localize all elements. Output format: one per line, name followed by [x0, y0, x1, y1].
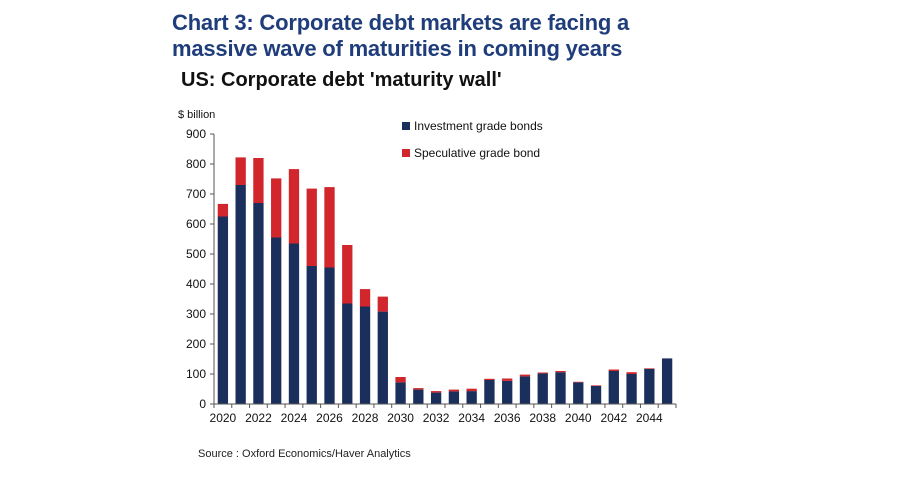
x-tick-label: 2032: [423, 411, 450, 425]
x-tick-label: 2036: [494, 411, 521, 425]
bar-investment-grade-2045: [661, 358, 673, 404]
x-tick-label: 2024: [281, 411, 308, 425]
bar-investment-grade-2022: [253, 203, 264, 404]
bar-investment-grade-2029: [377, 311, 388, 404]
x-tick-label: 2022: [245, 411, 272, 425]
bar-investment-grade-2023: [271, 237, 282, 404]
bar-speculative-grade-2023: [271, 178, 282, 238]
bar-investment-grade-2028: [359, 306, 371, 404]
y-tick-label: 500: [186, 247, 206, 261]
bar-investment-grade-2035: [484, 380, 495, 404]
bar-investment-grade-2031: [413, 389, 424, 404]
bar-investment-grade-2039: [555, 372, 566, 404]
y-axis-label: $ billion: [178, 109, 215, 121]
bar-investment-grade-2020: [217, 216, 229, 404]
bar-speculative-grade-2036: [502, 378, 513, 381]
bar-speculative-grade-2021: [235, 157, 246, 185]
bar-investment-grade-2021: [235, 185, 246, 404]
legend-label-speculative: Speculative grade bond: [414, 146, 540, 160]
bar-investment-grade-2044: [644, 368, 655, 404]
bar-speculative-grade-2029: [377, 296, 388, 312]
bar-investment-grade-2042: [608, 371, 619, 404]
bar-investment-grade-2041: [590, 386, 602, 404]
legend-label-investment: Investment grade bonds: [414, 119, 543, 133]
bar-speculative-grade-2042: [608, 369, 619, 371]
bar-speculative-grade-2040: [573, 381, 584, 383]
y-axis-ticks: 0 100 200 300 400 500 600 700 800 900: [186, 127, 214, 411]
bar-speculative-grade-2032: [430, 391, 442, 393]
bar-speculative-grade-2033: [448, 389, 460, 392]
y-tick-label: 900: [186, 127, 206, 141]
chart-title-line-1: Chart 3: Corporate debt markets are faci…: [172, 10, 630, 35]
bar-speculative-grade-2025: [306, 188, 317, 266]
x-tick-label: 2042: [600, 411, 627, 425]
y-tick-label: 100: [186, 367, 206, 381]
legend-swatch-investment: [402, 122, 410, 130]
legend: Investment grade bonds Speculative grade…: [402, 119, 543, 160]
chart-title-line-2: massive wave of maturities in coming yea…: [172, 36, 623, 61]
bar-investment-grade-2027: [342, 303, 353, 404]
bar-investment-grade-2043: [626, 374, 637, 404]
x-tick-label: 2026: [316, 411, 343, 425]
bar-speculative-grade-2038: [537, 372, 548, 374]
bar-investment-grade-2038: [537, 373, 548, 404]
x-axis-ticks: 2020 2022 2024 2026 2028 2030 2032 2034 2036 2038…: [210, 404, 677, 425]
bar-speculative-grade-2044: [644, 368, 655, 369]
x-tick-label: 2044: [636, 411, 663, 425]
bar-speculative-grade-2037: [519, 374, 531, 377]
bar-investment-grade-2037: [519, 376, 531, 404]
y-tick-label: 300: [186, 307, 206, 321]
y-tick-label: 600: [186, 217, 206, 231]
x-tick-label: 2020: [210, 411, 237, 425]
y-tick-label: 400: [186, 277, 206, 291]
x-tick-label: 2038: [529, 411, 556, 425]
bar-speculative-grade-2026: [324, 187, 335, 268]
x-tick-label: 2030: [387, 411, 414, 425]
bar-investment-grade-2026: [324, 267, 335, 404]
bar-speculative-grade-2024: [288, 169, 300, 244]
bar-speculative-grade-2028: [359, 289, 371, 307]
bar-investment-grade-2030: [395, 382, 406, 404]
bar-investment-grade-2034: [466, 391, 477, 404]
x-tick-label: 2028: [352, 411, 379, 425]
bar-investment-grade-2040: [573, 382, 584, 404]
bar-investment-grade-2033: [448, 391, 460, 404]
y-tick-label: 800: [186, 157, 206, 171]
source-note: Source : Oxford Economics/Haver Analytic…: [198, 448, 411, 460]
bar-speculative-grade-2041: [590, 385, 602, 386]
bar-investment-grade-2036: [502, 380, 513, 404]
bar-speculative-grade-2022: [253, 158, 264, 203]
x-tick-label: 2034: [458, 411, 485, 425]
legend-swatch-speculative: [402, 149, 410, 157]
bar-investment-grade-2032: [430, 392, 442, 404]
bar-investment-grade-2025: [306, 266, 317, 404]
y-tick-label: 700: [186, 187, 206, 201]
y-tick-label: 0: [199, 397, 206, 411]
chart-title: Chart 3: Corporate debt markets are faci…: [172, 10, 732, 62]
bar-speculative-grade-2035: [484, 378, 495, 380]
bar-investment-grade-2024: [288, 243, 300, 404]
bar-speculative-grade-2030: [395, 377, 406, 383]
bar-speculative-grade-2043: [626, 372, 637, 374]
bar-speculative-grade-2039: [555, 371, 566, 373]
bars: [217, 157, 673, 404]
bar-speculative-grade-2034: [466, 388, 477, 392]
chart-subtitle: US: Corporate debt 'maturity wall': [181, 69, 502, 91]
x-tick-label: 2040: [565, 411, 592, 425]
bar-speculative-grade-2031: [413, 388, 424, 390]
y-tick-label: 200: [186, 337, 206, 351]
bar-speculative-grade-2027: [342, 245, 353, 304]
bar-speculative-grade-2020: [217, 203, 229, 217]
